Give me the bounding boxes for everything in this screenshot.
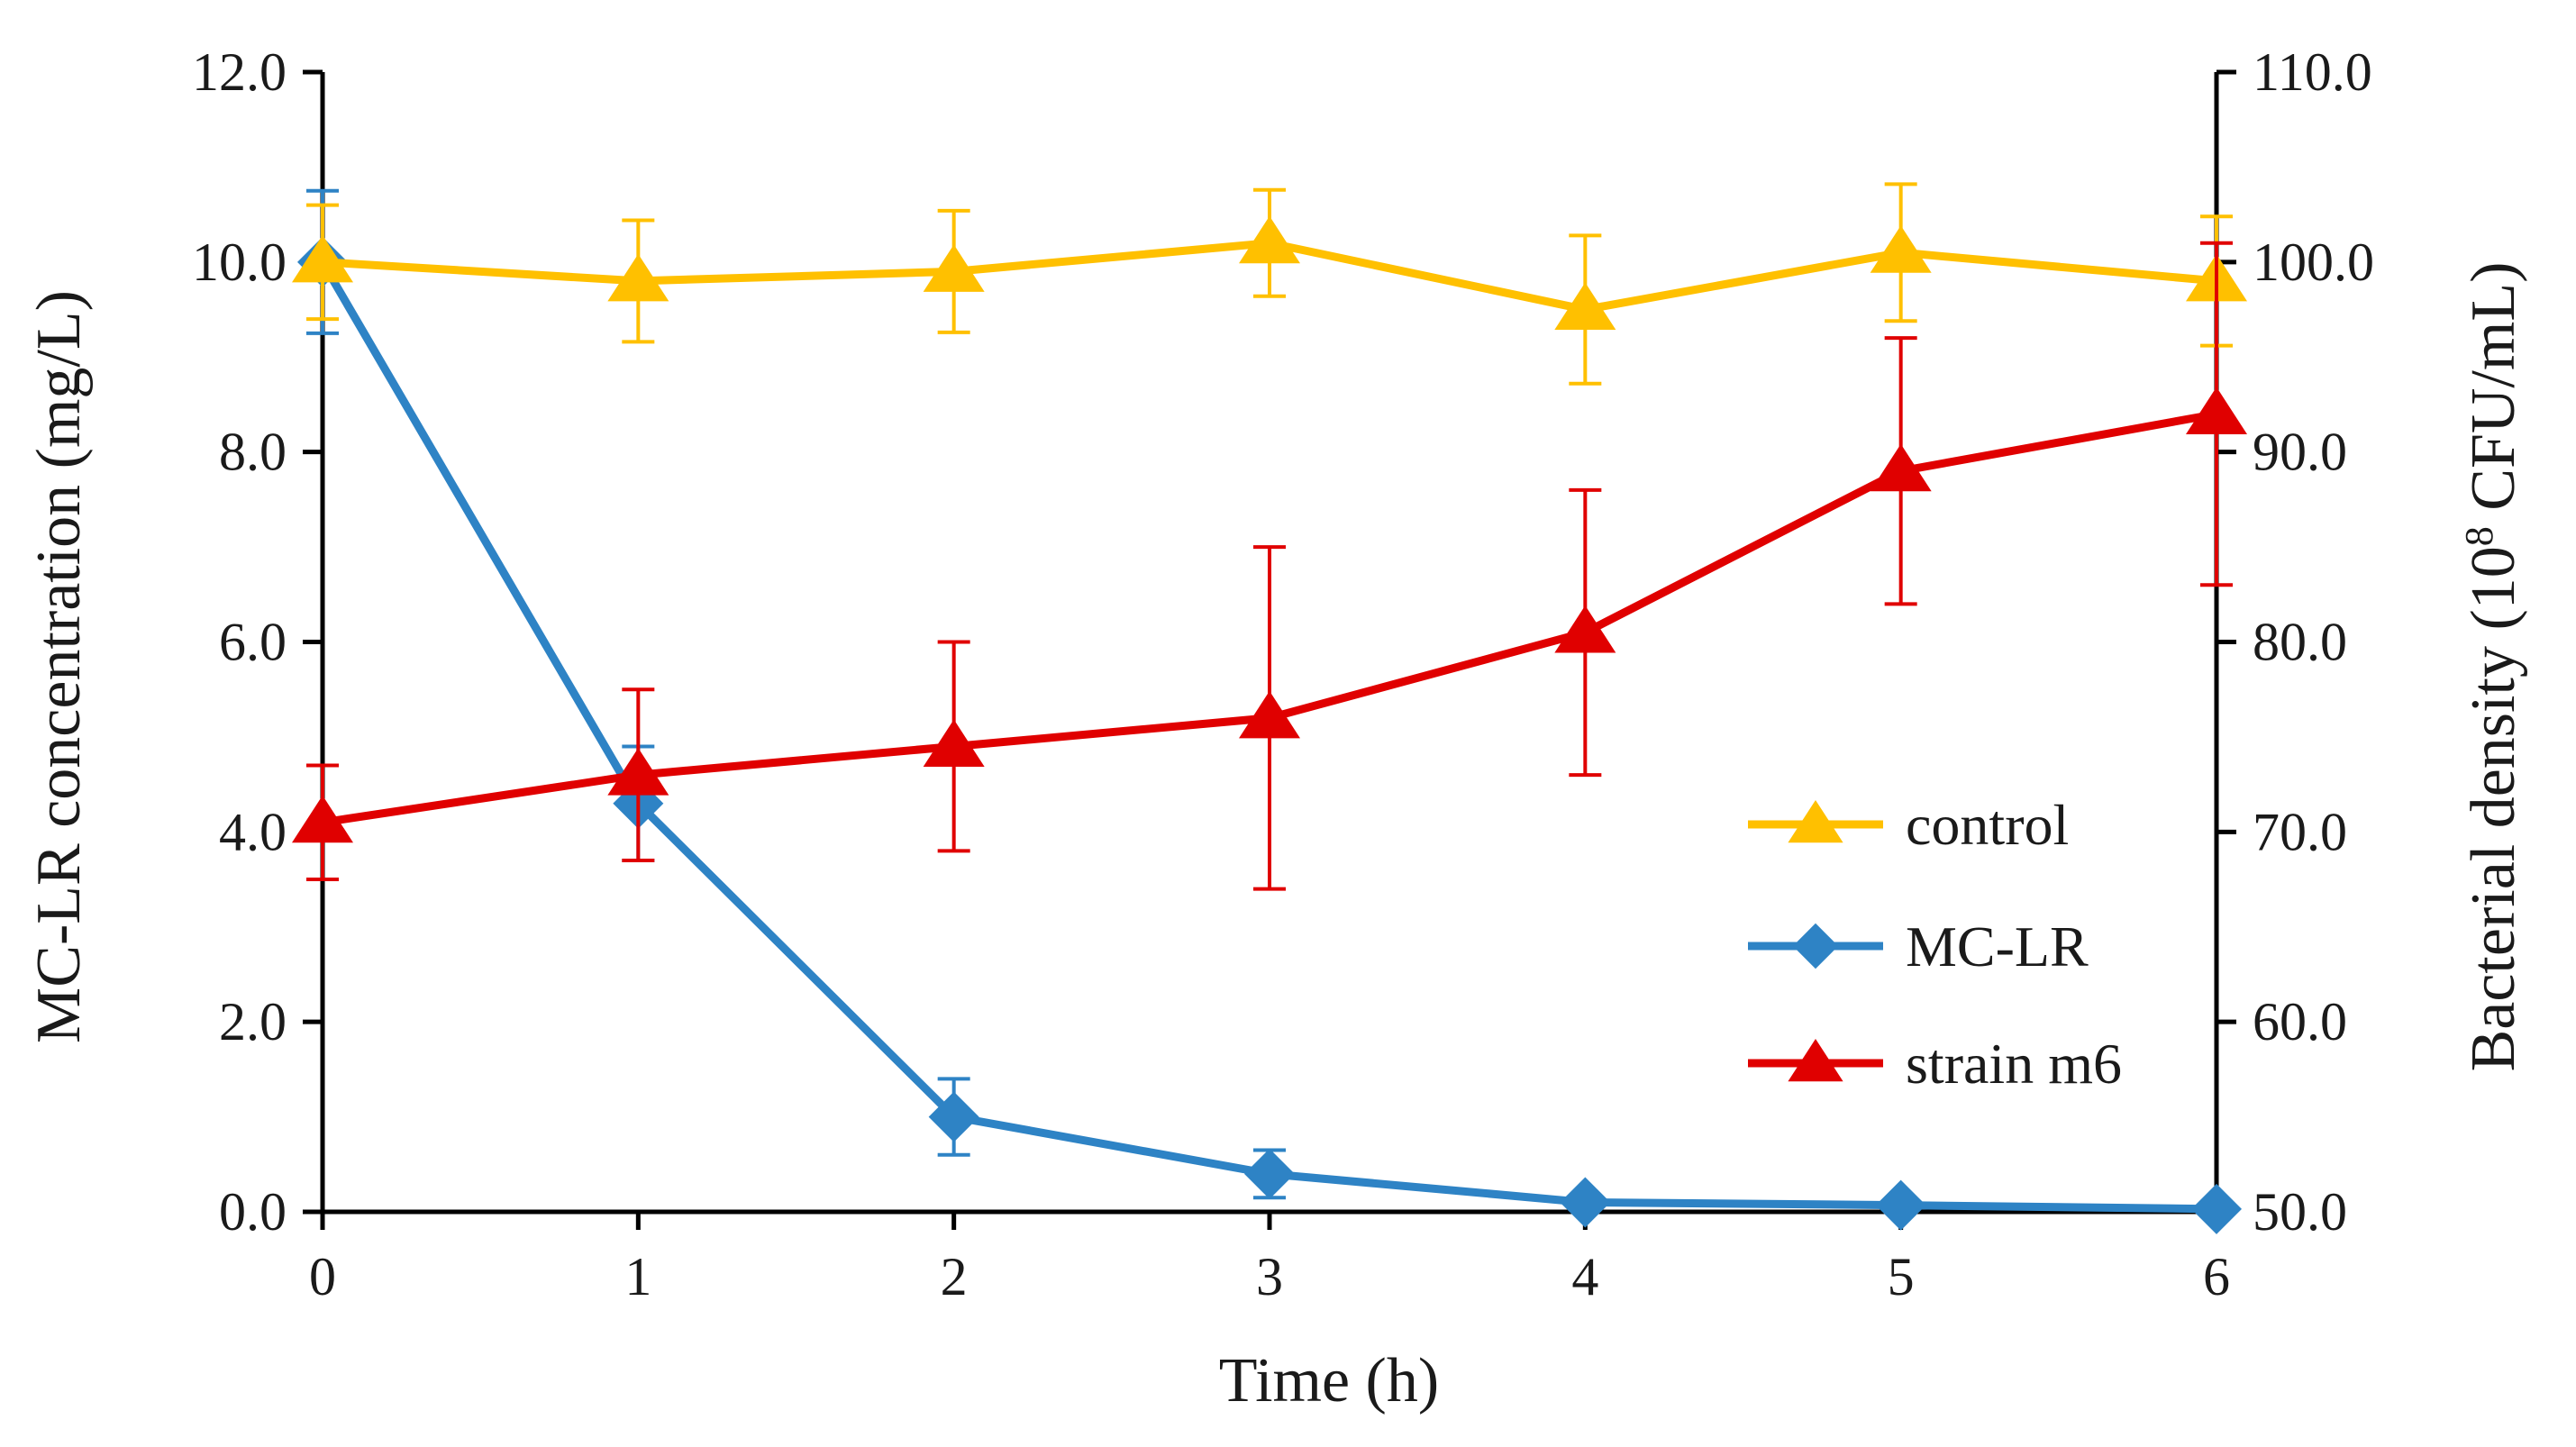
legend-item-strain-m6: strain m6 (1748, 1032, 2122, 1096)
x-tick-label: 5 (1888, 1247, 1915, 1306)
data-point-strain-m6 (1870, 443, 1932, 492)
left-tick-label: 8.0 (219, 423, 287, 482)
data-point-strain-m6 (2186, 387, 2247, 434)
plot-area: 0.0 2.0 4.0 6.0 8.0 10.0 12.0 50.0 60.0 70.0 80.0 9… (192, 42, 2374, 1306)
left-tick-label: 6.0 (219, 613, 287, 672)
left-tick-label: 0.0 (219, 1182, 287, 1242)
x-axis-title: Time (h) (1219, 1346, 1439, 1415)
series-control (292, 182, 2247, 386)
legend-label-strain-m6: strain m6 (1906, 1032, 2122, 1096)
legend-marker-mc-lr (1792, 923, 1839, 969)
legend-item-mc-lr: MC-LR (1748, 915, 2089, 978)
legend-marker-strain-m6 (1788, 1039, 1843, 1082)
data-point-mc-lr (1244, 1148, 1295, 1199)
data-point-control (607, 253, 669, 302)
left-tick-label: 12.0 (192, 42, 287, 102)
data-point-mc-lr (1875, 1179, 1926, 1231)
right-tick-label: 70.0 (2253, 802, 2347, 861)
x-tick-label: 0 (309, 1247, 336, 1306)
left-axis-title: MC-LR concentration (mg/L) (24, 290, 94, 1043)
data-point-strain-m6 (923, 719, 985, 767)
x-tick-label: 4 (1571, 1247, 1598, 1306)
right-tick-label: 110.0 (2253, 42, 2372, 102)
series-strain-m6 (292, 241, 2247, 891)
legend: control MC-LR strain m6 (1748, 793, 2122, 1096)
x-tick-label: 3 (1256, 1247, 1283, 1306)
right-tick-label: 100.0 (2253, 232, 2374, 292)
data-point-mc-lr (2191, 1183, 2242, 1234)
data-point-mc-lr (1560, 1177, 1611, 1228)
left-tick-label: 4.0 (219, 802, 287, 861)
right-tick-label: 50.0 (2253, 1182, 2347, 1242)
data-point-strain-m6 (1554, 605, 1616, 653)
legend-label-mc-lr: MC-LR (1906, 915, 2089, 978)
right-axis-title: Bacterial density (108 CFU/mL) (2457, 262, 2529, 1072)
x-tick-label: 2 (941, 1247, 968, 1306)
right-tick-label: 60.0 (2253, 992, 2347, 1051)
data-point-control (292, 234, 353, 283)
data-point-control (1239, 215, 1300, 264)
x-tick-label: 6 (2203, 1247, 2230, 1306)
data-point-strain-m6 (292, 795, 353, 843)
data-point-control (1554, 282, 1616, 331)
data-point-mc-lr (928, 1091, 979, 1142)
data-point-control (923, 244, 985, 292)
legend-item-control: control (1748, 793, 2069, 857)
left-tick-label: 10.0 (192, 232, 287, 292)
data-point-strain-m6 (1239, 690, 1300, 739)
right-tick-label: 80.0 (2253, 613, 2347, 672)
x-tick-label: 1 (624, 1247, 651, 1306)
legend-marker-control (1788, 800, 1843, 843)
right-tick-label: 90.0 (2253, 423, 2347, 482)
legend-label-control: control (1906, 793, 2069, 857)
left-tick-label: 2.0 (219, 992, 287, 1051)
data-point-strain-m6 (607, 748, 669, 796)
data-point-control (1870, 225, 1932, 273)
